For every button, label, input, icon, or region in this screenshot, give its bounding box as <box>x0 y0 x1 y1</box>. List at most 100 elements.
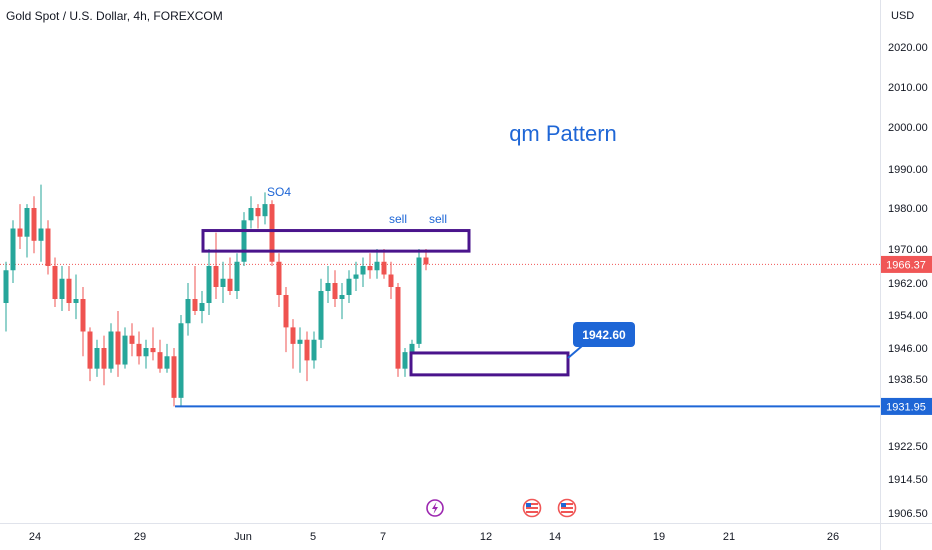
candle-body <box>108 331 114 369</box>
price-tick-label: 2010.00 <box>888 82 928 94</box>
candle-body <box>276 261 282 295</box>
candle-body <box>87 331 93 369</box>
time-tick-label: 26 <box>827 531 839 543</box>
candle-body <box>45 228 51 266</box>
candle-body <box>178 323 184 398</box>
candle-body <box>388 274 394 287</box>
us-flag-icon[interactable] <box>522 498 542 518</box>
price-tick-label: 1938.50 <box>888 374 928 386</box>
candle-body <box>150 348 156 353</box>
candle-body <box>367 266 373 271</box>
candle-body <box>255 208 261 217</box>
last-price-value: 1966.37 <box>886 259 926 271</box>
currency-label: USD <box>891 10 914 22</box>
resistance-zone[interactable] <box>201 229 471 253</box>
candle-body <box>262 204 268 217</box>
target-zone[interactable] <box>409 351 570 377</box>
price-tick-label: 1962.00 <box>888 278 928 290</box>
time-axis: 24 29 Jun 5 7 12 14 19 21 26 <box>29 531 839 543</box>
candle-body <box>402 352 408 369</box>
candle-body <box>59 278 65 299</box>
support-price-value: 1931.95 <box>886 401 926 413</box>
time-tick-label: 12 <box>480 531 492 543</box>
candle-body <box>80 299 86 332</box>
sell-label-2: sell <box>429 212 447 226</box>
candle-body <box>66 278 72 303</box>
candle-body <box>304 339 310 361</box>
candle-body <box>409 343 415 353</box>
candle-body <box>115 331 121 365</box>
price-axis: 2020.00 2010.00 2000.00 1990.00 1980.00 1970.… <box>888 42 928 520</box>
candle-body <box>73 299 79 303</box>
candle-body <box>143 348 149 357</box>
candle-body <box>10 228 16 271</box>
target-callout-box[interactable] <box>573 322 635 347</box>
us-flag-icon[interactable] <box>557 498 577 518</box>
candle-body <box>206 266 212 303</box>
candle-body <box>220 278 226 287</box>
candle-body <box>290 327 296 344</box>
candle-body <box>31 208 37 241</box>
candle-body <box>136 343 142 357</box>
candle-body <box>381 261 387 275</box>
chart-title: Gold Spot / U.S. Dollar, 4h, FOREXCOM <box>6 9 223 23</box>
candle-body <box>101 348 107 369</box>
time-tick-label: 7 <box>380 531 386 543</box>
candle-body <box>227 278 233 291</box>
candle-body <box>129 335 135 344</box>
candle-body <box>52 266 58 299</box>
price-tick-label: 1906.50 <box>888 508 928 520</box>
candle-body <box>241 220 247 262</box>
candle-body <box>17 228 23 237</box>
candle-body <box>311 339 317 361</box>
candle-body <box>353 274 359 279</box>
candle-body <box>269 204 275 262</box>
pattern-label: qm Pattern <box>509 121 617 146</box>
time-tick-label: 21 <box>723 531 735 543</box>
candle-body <box>24 208 30 237</box>
price-tick-label: 1954.00 <box>888 310 928 322</box>
candle-body <box>192 299 198 311</box>
candle-body <box>248 208 254 221</box>
candle-body <box>94 348 100 369</box>
candle-body <box>213 266 219 287</box>
candle-body <box>346 278 352 295</box>
last-price-badge: 1966.37 <box>881 255 932 273</box>
sell-label-1: sell <box>389 212 407 226</box>
candle-body <box>157 352 163 369</box>
candles-layer <box>3 184 429 407</box>
time-tick-label: 5 <box>310 531 316 543</box>
time-tick-label: 14 <box>549 531 561 543</box>
candle-body <box>38 228 44 241</box>
candle-body <box>423 257 429 265</box>
candle-body <box>171 356 177 398</box>
price-tick-label: 1990.00 <box>888 164 928 176</box>
candle-body <box>339 295 345 299</box>
time-tick-label: Jun <box>234 531 252 543</box>
lightning-icon[interactable] <box>426 499 444 517</box>
price-tick-label: 1970.00 <box>888 244 928 256</box>
target-callout-label: 1942.60 <box>582 328 626 342</box>
candle-body <box>283 295 289 328</box>
candle-body <box>360 266 366 275</box>
price-tick-label: 2020.00 <box>888 42 928 54</box>
price-tick-label: 1914.50 <box>888 474 928 486</box>
candle-body <box>164 356 170 369</box>
candle-body <box>185 299 191 324</box>
candle-body <box>416 257 422 344</box>
candle-body <box>3 270 9 303</box>
peak-label: SO4 <box>267 185 291 199</box>
price-tick-label: 2000.00 <box>888 122 928 134</box>
candle-body <box>374 261 380 271</box>
candle-body <box>395 287 401 369</box>
price-tick-label: 1946.00 <box>888 343 928 355</box>
price-tick-label: 1922.50 <box>888 441 928 453</box>
candle-body <box>234 261 240 291</box>
support-price-badge: 1931.95 <box>881 397 932 415</box>
time-tick-label: 29 <box>134 531 146 543</box>
time-tick-label: 19 <box>653 531 665 543</box>
candle-body <box>199 303 205 311</box>
target-callout-pointer <box>567 345 583 359</box>
